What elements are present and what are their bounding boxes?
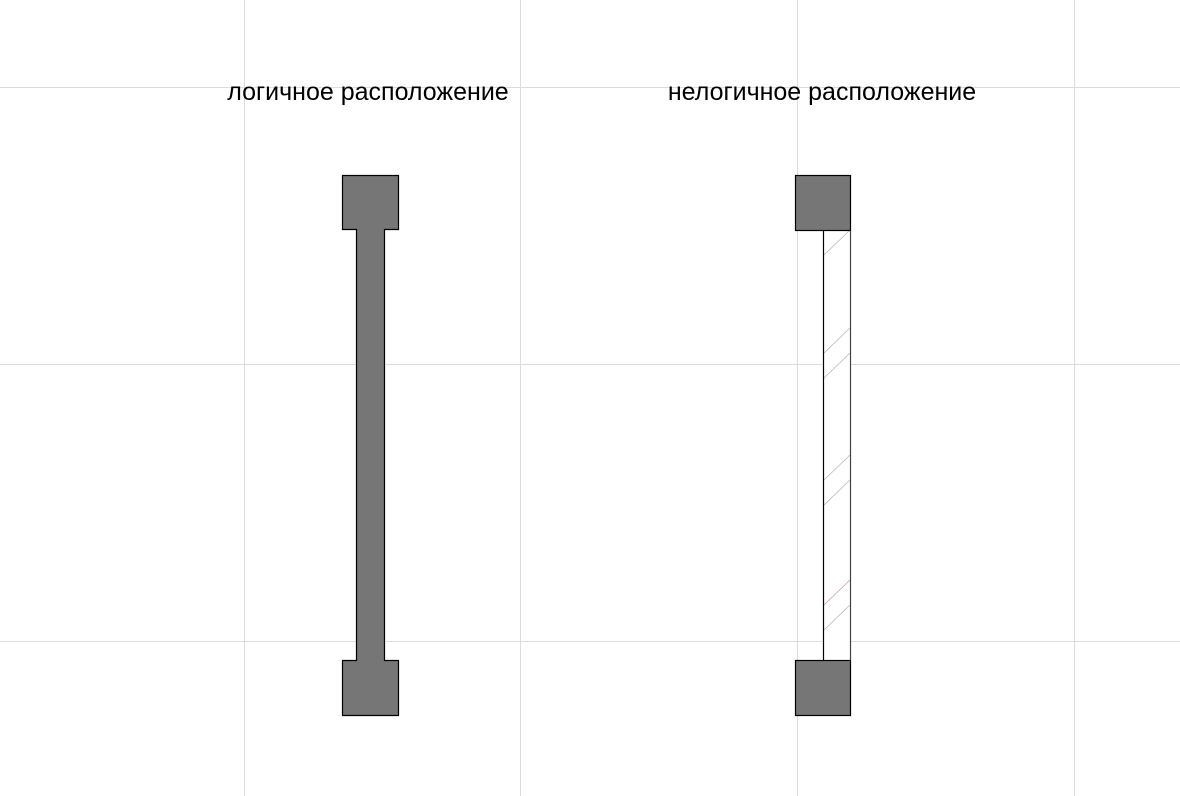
illogical-label: нелогичное расположение	[667, 78, 977, 106]
logical-column-wall-assembly	[341, 174, 400, 717]
logical-label: логичное расположение	[227, 78, 509, 106]
illogical-wall-panel	[822, 229, 852, 660]
illogical-top-column	[794, 174, 852, 232]
illogical-bottom-column	[794, 659, 852, 717]
